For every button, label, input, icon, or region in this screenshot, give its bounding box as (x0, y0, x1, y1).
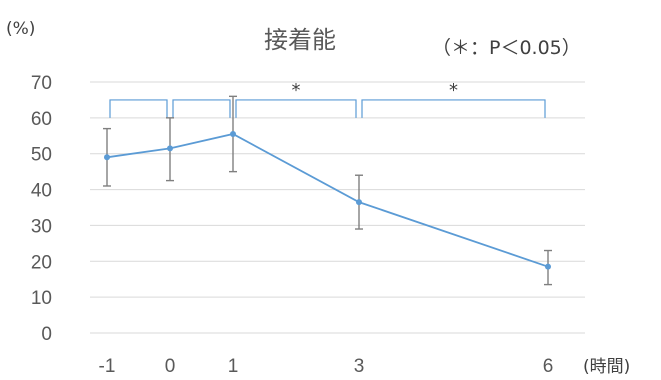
significance-note: （＊：P＜0.05） (432, 37, 581, 59)
y-tick-label-40: 40 (31, 181, 52, 202)
significance-star-2: * (292, 80, 301, 101)
chart-title: 接着能 (264, 26, 336, 54)
data-point-2 (230, 130, 236, 137)
x-tick-label-6: 6 (543, 356, 554, 377)
x-axis-unit: (時間) (583, 357, 630, 377)
data-point-0 (104, 154, 110, 161)
error-bars (103, 95, 552, 286)
significance-bracket-3 (361, 99, 546, 118)
significance-bracket-2 (235, 99, 357, 118)
x-tick-label-1: 1 (228, 356, 239, 377)
x-tick-label-3: 3 (354, 356, 365, 377)
significance-bracket-0 (109, 99, 168, 118)
y-tick-label-70: 70 (31, 73, 52, 94)
significance-star-3: * (449, 80, 458, 101)
x-axis-ticks: -1 0 1 3 6 (99, 356, 554, 377)
x-tick-label--1: -1 (99, 356, 116, 377)
data-points (104, 130, 551, 270)
y-tick-label-60: 60 (31, 109, 52, 130)
x-tick-label-0: 0 (165, 356, 176, 377)
y-tick-label-0: 0 (41, 324, 52, 345)
y-axis-unit: (%) (6, 19, 35, 39)
y-tick-label-10: 10 (31, 288, 52, 309)
y-tick-label-50: 50 (31, 145, 52, 166)
data-point-4 (545, 263, 551, 270)
grid-lines (90, 81, 585, 334)
data-point-1 (167, 145, 173, 152)
significance-bracket-1 (172, 99, 231, 118)
y-tick-label-30: 30 (31, 216, 52, 237)
significance-brackets: * * (109, 80, 546, 118)
y-axis-ticks: 0 10 20 30 40 50 60 70 (31, 73, 52, 345)
data-point-3 (356, 199, 362, 206)
y-tick-label-20: 20 (31, 252, 52, 273)
